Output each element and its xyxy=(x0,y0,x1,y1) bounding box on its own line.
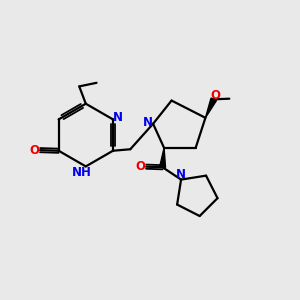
Text: N: N xyxy=(143,116,153,129)
Polygon shape xyxy=(206,98,217,118)
Text: O: O xyxy=(30,144,40,157)
Text: NH: NH xyxy=(71,167,91,179)
Text: O: O xyxy=(136,160,146,173)
Text: N: N xyxy=(113,111,123,124)
Text: O: O xyxy=(210,88,220,102)
Polygon shape xyxy=(160,148,166,167)
Text: N: N xyxy=(176,168,185,181)
